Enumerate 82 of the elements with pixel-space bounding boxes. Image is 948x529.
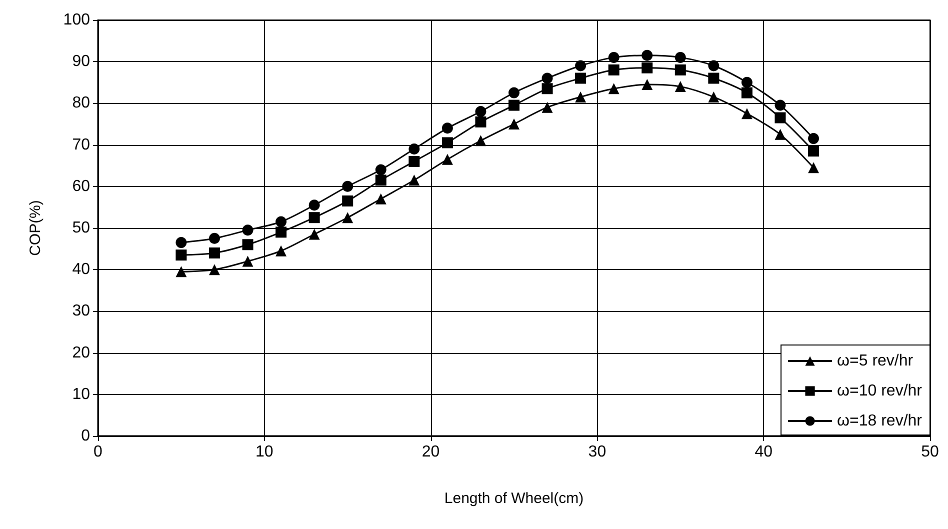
x-tick-label: 30 bbox=[588, 444, 606, 460]
y-tick-label: 30 bbox=[72, 302, 90, 320]
point bbox=[575, 91, 586, 102]
point bbox=[475, 106, 486, 118]
point bbox=[475, 116, 486, 128]
legend-label: ω=18 rev/hr bbox=[837, 412, 923, 430]
point bbox=[542, 83, 553, 94]
point bbox=[375, 174, 386, 186]
point bbox=[276, 245, 287, 256]
y-tick-label: 90 bbox=[72, 53, 90, 70]
x-axis-title: Length of Wheel(cm) bbox=[444, 490, 584, 507]
point bbox=[242, 224, 254, 236]
point bbox=[575, 72, 586, 84]
point bbox=[774, 128, 786, 140]
x-tick-label: 10 bbox=[256, 444, 274, 460]
point bbox=[342, 180, 354, 192]
point bbox=[608, 83, 620, 94]
point bbox=[208, 232, 220, 244]
point bbox=[642, 50, 653, 61]
point bbox=[741, 108, 752, 120]
point bbox=[242, 256, 254, 267]
point bbox=[674, 52, 686, 63]
y-tick-label: 80 bbox=[72, 94, 90, 112]
point bbox=[608, 64, 620, 76]
point bbox=[575, 60, 586, 72]
point bbox=[408, 143, 420, 154]
point bbox=[442, 137, 453, 148]
point bbox=[808, 162, 820, 174]
point bbox=[176, 250, 187, 261]
point bbox=[741, 87, 752, 98]
x-tick-label: 50 bbox=[921, 444, 939, 460]
y-tick-label: 70 bbox=[72, 136, 90, 154]
point bbox=[375, 164, 386, 176]
point bbox=[741, 76, 752, 88]
x-tick-label: 0 bbox=[94, 444, 103, 460]
point bbox=[308, 228, 320, 240]
point bbox=[542, 72, 553, 84]
point bbox=[442, 122, 453, 134]
point bbox=[808, 146, 820, 157]
point bbox=[308, 200, 320, 211]
x-tick-label: 40 bbox=[754, 444, 773, 460]
point bbox=[176, 237, 187, 248]
point bbox=[708, 60, 720, 72]
point bbox=[508, 100, 520, 111]
point bbox=[208, 264, 220, 276]
point bbox=[375, 193, 386, 204]
point bbox=[674, 81, 686, 92]
y-axis-title: COP(%) bbox=[27, 200, 44, 256]
point bbox=[808, 133, 820, 144]
point bbox=[342, 195, 354, 206]
point bbox=[276, 226, 287, 238]
y-tick-label: 20 bbox=[72, 344, 90, 362]
point bbox=[542, 102, 553, 113]
point bbox=[208, 247, 220, 258]
point bbox=[642, 62, 653, 74]
y-tick-label: 60 bbox=[72, 178, 90, 195]
y-tick-label: 50 bbox=[72, 220, 90, 236]
point bbox=[408, 174, 420, 186]
point bbox=[774, 100, 786, 111]
point bbox=[508, 87, 520, 98]
point bbox=[674, 64, 686, 76]
legend-label: ω=10 rev/hr bbox=[837, 382, 923, 400]
point bbox=[342, 212, 354, 224]
x-tick-label: 20 bbox=[422, 444, 440, 460]
point bbox=[608, 52, 620, 63]
point bbox=[242, 239, 254, 250]
point bbox=[408, 156, 420, 167]
point bbox=[708, 91, 720, 102]
y-tick-label: 40 bbox=[72, 261, 90, 278]
point bbox=[308, 212, 320, 224]
legend-label: ω=5 rev/hr bbox=[837, 352, 914, 370]
point bbox=[442, 154, 453, 165]
y-tick-label: 10 bbox=[72, 386, 90, 403]
y-tick-label: 0 bbox=[81, 428, 90, 444]
point bbox=[774, 112, 786, 124]
point bbox=[176, 266, 187, 278]
point bbox=[276, 216, 287, 228]
point bbox=[708, 72, 720, 84]
point bbox=[642, 78, 653, 90]
point bbox=[508, 118, 520, 130]
point bbox=[475, 135, 486, 146]
y-tick-label: 100 bbox=[63, 12, 90, 28]
